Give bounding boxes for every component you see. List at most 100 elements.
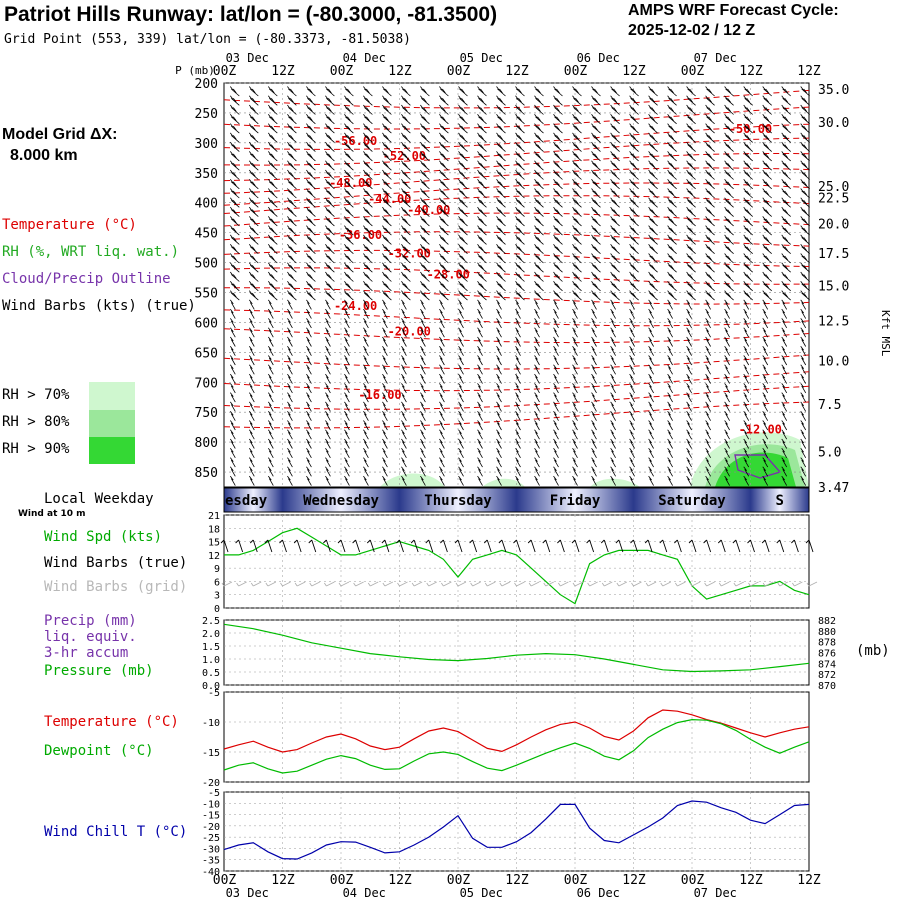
wind-barb xyxy=(800,448,807,458)
pressure-label: Pressure (mb) xyxy=(44,663,154,679)
rh-70-region-4 xyxy=(590,478,640,487)
wind-barb xyxy=(553,355,559,366)
wind-barb xyxy=(477,151,487,162)
wind-barb xyxy=(762,169,772,180)
local-weekday-label: Local Weekday xyxy=(44,491,154,507)
wind-barb xyxy=(420,373,426,384)
wind-barb xyxy=(762,132,772,143)
rh-90-swatch xyxy=(89,437,135,464)
wind-barb xyxy=(439,448,445,458)
bottom-hour-label: 12Z xyxy=(622,873,646,888)
wind-barb xyxy=(572,392,578,403)
wind-barb xyxy=(572,271,582,282)
wind-barb xyxy=(477,290,487,301)
wind-barb xyxy=(781,169,791,180)
wind-barb xyxy=(439,364,445,375)
wind-barb xyxy=(648,438,654,449)
wind-barb xyxy=(287,336,293,347)
wind-barb xyxy=(648,401,654,412)
wind-barb xyxy=(229,392,236,403)
wind-barb xyxy=(458,216,468,227)
wind-barb xyxy=(363,336,369,347)
wind-barb xyxy=(667,466,673,477)
grid-point-label: Grid Point (553, 339) lat/lon = (-80.337… xyxy=(4,32,411,47)
wind-barb xyxy=(705,95,715,106)
wind-barb xyxy=(496,281,506,292)
wind-barb xyxy=(248,151,259,162)
wind-barb xyxy=(306,95,316,106)
wind-barb xyxy=(762,179,772,190)
wind-barb xyxy=(762,383,769,394)
wind-barb xyxy=(667,225,677,236)
temp-panel-tick-label: -5 xyxy=(208,688,220,699)
wind-barb xyxy=(610,86,620,97)
wind-barb xyxy=(800,410,807,421)
wind-barb xyxy=(401,151,411,162)
wind-barb xyxy=(477,364,483,375)
wind-barb xyxy=(515,401,521,412)
wind-barb xyxy=(496,401,502,412)
wind-barb xyxy=(667,475,673,486)
wind-barb xyxy=(420,225,430,236)
wind-barb xyxy=(477,169,487,180)
wind-barb xyxy=(439,234,449,245)
wind-barb xyxy=(458,141,468,152)
height-tick-label: 10.0 xyxy=(818,355,849,370)
wind-barb xyxy=(363,141,373,152)
wind-barb xyxy=(382,327,388,338)
wind-barb xyxy=(287,318,293,329)
wind-barb xyxy=(553,225,563,236)
wind-barb xyxy=(724,262,734,273)
height-tick-label: 17.5 xyxy=(818,247,849,262)
wind-barb xyxy=(553,383,559,394)
wind-barb xyxy=(686,466,692,477)
wind-barb xyxy=(420,114,430,125)
wind-barb xyxy=(648,410,654,421)
wind-barb xyxy=(306,392,312,403)
wind-barb xyxy=(648,86,658,97)
wind-barb xyxy=(306,234,316,245)
wind-barb xyxy=(667,383,673,394)
weekday-label: esday xyxy=(225,493,268,509)
wind-panel-tick-label: 3 xyxy=(214,591,220,602)
wind-barb xyxy=(705,169,715,180)
wind-barb xyxy=(420,475,426,486)
wind-barb xyxy=(267,373,274,384)
grid-wind-barb xyxy=(338,581,350,587)
pressure-right-tick: 872 xyxy=(818,670,836,681)
wind-barb xyxy=(800,141,810,152)
wind-barb xyxy=(762,114,772,125)
wind-barb xyxy=(610,355,616,366)
wind-barb xyxy=(287,151,297,162)
wind-barb xyxy=(439,206,449,217)
wind-barb xyxy=(515,336,521,347)
wind-barb xyxy=(363,383,369,394)
wind-barb xyxy=(287,299,293,310)
wind-barb xyxy=(686,169,696,180)
wind-barb xyxy=(287,457,293,468)
wind-barb xyxy=(591,308,597,319)
wind-barb xyxy=(762,345,769,356)
wind-barb xyxy=(515,271,525,282)
wind-barb xyxy=(344,420,350,431)
wind-barb xyxy=(591,373,597,384)
wind-barb xyxy=(439,466,445,477)
wind-barb xyxy=(229,253,240,264)
wind-barb xyxy=(515,123,525,134)
wind-barb xyxy=(325,271,335,282)
wind-barb xyxy=(363,234,373,245)
wind-barb xyxy=(496,243,506,255)
cross-section-wind-barbs xyxy=(229,86,810,486)
rh-90-region xyxy=(715,452,796,487)
wind-barb xyxy=(553,281,563,292)
height-tick-label: 30.0 xyxy=(818,116,849,131)
wind-barb xyxy=(667,281,677,292)
weekday-block xyxy=(516,488,634,512)
wind-barb xyxy=(705,308,711,319)
grid-wind-barb xyxy=(748,581,759,587)
wind-barb xyxy=(781,345,788,356)
wind-barb xyxy=(325,151,335,162)
wind-barb xyxy=(363,457,369,468)
wind-barb xyxy=(401,179,411,190)
true-wind-barb xyxy=(308,539,317,553)
